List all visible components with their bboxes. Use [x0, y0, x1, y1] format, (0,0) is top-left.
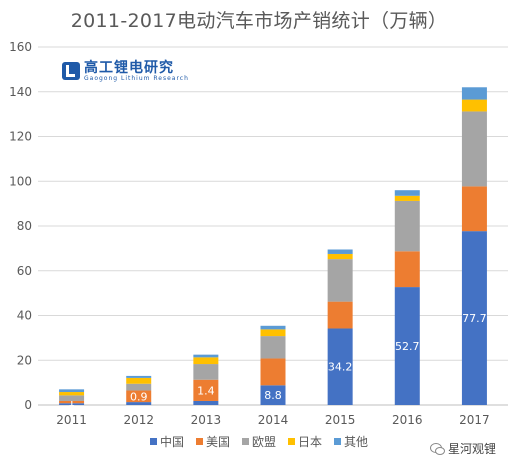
bar-segment [59, 389, 85, 393]
x-tick-label: 2015 [325, 413, 356, 427]
bar-segment [327, 301, 353, 329]
bar-segment [193, 400, 219, 405]
legend-item: 其他 [334, 433, 368, 450]
bar-segment [394, 200, 420, 252]
legend-swatch [334, 438, 342, 445]
y-tick-label: 0 [24, 398, 32, 412]
x-tick-label: 2014 [258, 413, 289, 427]
legend-label: 中国 [159, 435, 184, 449]
bar-segment [260, 329, 286, 337]
bar-segment [394, 287, 420, 405]
y-tick-label: 120 [9, 130, 32, 144]
bar-segment [126, 377, 152, 384]
bar-segment [260, 385, 286, 405]
bar-segment [260, 358, 286, 386]
legend-swatch [149, 438, 157, 445]
legend-item: 日本 [288, 433, 322, 450]
chart-title: 2011-2017电动汽车市场产销统计（万辆） [70, 10, 448, 32]
bar-segment [394, 251, 420, 288]
bar-segment [461, 99, 487, 112]
wechat-icon [430, 442, 445, 455]
x-tick-label: 2011 [56, 413, 87, 427]
bar-segment [59, 392, 85, 396]
x-tick-label: 2013 [191, 413, 222, 427]
brand-logo: 高工锂电研究 Gaogong Lithium Research [62, 58, 189, 84]
legend-swatch [241, 438, 249, 445]
bar-segment [126, 383, 152, 391]
legend-label: 欧盟 [251, 435, 276, 449]
y-tick-label: 20 [17, 353, 32, 367]
watermark: 星河观锂 [430, 440, 496, 457]
legend: 中国 美国 欧盟 日本 其他 [0, 433, 518, 450]
bar-segment [461, 186, 487, 232]
x-tick-label: 2017 [459, 413, 490, 427]
bar-segment [461, 87, 487, 100]
data-label: 8.8 [264, 389, 282, 402]
logo-subtext: Gaogong Lithium Research [84, 74, 189, 82]
y-tick-label: 60 [17, 264, 32, 278]
bar-segment [327, 328, 353, 405]
logo-text: 高工锂电研究 [84, 59, 174, 76]
bar-segment [461, 231, 487, 405]
bar-segment [126, 390, 152, 403]
bar-segment [59, 395, 85, 401]
bar-segment [193, 379, 219, 401]
legend-label: 美国 [205, 435, 230, 449]
legend-item: 美国 [195, 433, 230, 450]
bar-segment [327, 259, 353, 302]
x-tick-label: 2012 [123, 413, 154, 427]
watermark-text: 星河观锂 [448, 442, 497, 456]
y-tick-label: 160 [9, 40, 32, 54]
bar-segment [59, 400, 85, 404]
bar-segment [260, 325, 286, 330]
bar-segment [327, 249, 353, 254]
data-label: 77.7 [462, 312, 487, 325]
y-tick-label: 100 [9, 174, 32, 188]
y-tick-label: 80 [17, 219, 32, 233]
y-tick-label: 40 [17, 309, 32, 323]
x-tick-label: 2016 [392, 413, 423, 427]
bar-segment [193, 354, 219, 358]
logo-icon [62, 62, 80, 80]
data-label: 52.7 [395, 340, 420, 353]
bar-segment [327, 253, 353, 260]
data-label: 1.4 [197, 384, 215, 397]
bar-segment [461, 111, 487, 187]
data-label: 1 [68, 396, 75, 409]
legend-item: 中国 [149, 433, 184, 450]
legend-swatch [288, 438, 295, 445]
data-label: 0.9 [130, 390, 148, 403]
bar-segment [126, 375, 152, 378]
bar-segment [394, 195, 420, 201]
bar-segment [193, 364, 219, 380]
bar-segment [394, 190, 420, 196]
bar-segment [193, 357, 219, 365]
y-tick-label: 140 [9, 85, 32, 99]
legend-item: 欧盟 [241, 433, 276, 450]
data-label: 34.2 [328, 361, 353, 374]
bar-segment [260, 336, 286, 359]
bar-segment [126, 402, 152, 405]
legend-swatch [195, 438, 203, 445]
legend-label: 其他 [344, 435, 369, 449]
bar-segment [59, 403, 85, 405]
legend-label: 日本 [298, 435, 323, 449]
